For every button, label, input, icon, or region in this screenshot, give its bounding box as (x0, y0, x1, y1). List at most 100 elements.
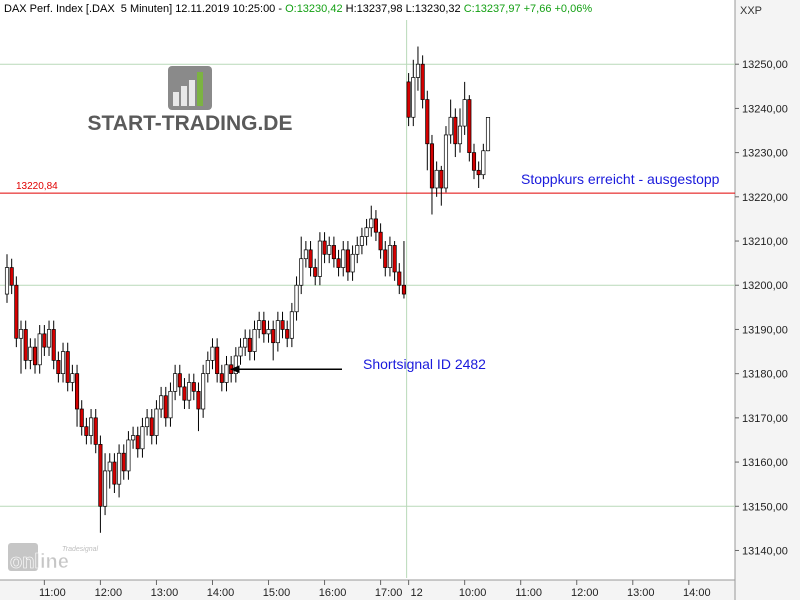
watermark-text: online (10, 551, 69, 573)
candle-body (364, 227, 369, 237)
signal-arrowhead (230, 365, 240, 374)
candle-body (140, 426, 145, 450)
y-tick-label: 13230,00 (742, 148, 788, 160)
x-tick-label: 16:00 (319, 587, 347, 599)
x-tick-label: 15:00 (263, 587, 291, 599)
candle-body (462, 99, 467, 127)
candle-body (89, 417, 94, 436)
candle-body (70, 373, 75, 383)
candle-body (266, 329, 271, 335)
y-tick-label: 13240,00 (742, 103, 788, 115)
candle-body (215, 346, 220, 375)
x-tick-label: 13:00 (627, 587, 655, 599)
candle-body (98, 444, 103, 507)
candle-body (145, 417, 150, 428)
candle-body (93, 417, 98, 445)
x-tick-label: 17:00 (375, 587, 403, 599)
candle-body (65, 351, 70, 383)
x-tick-label: 14:00 (207, 587, 235, 599)
candle-body (485, 117, 491, 152)
candle-body (219, 373, 224, 383)
candle-body (471, 152, 477, 171)
y-tick-label: 13200,00 (742, 280, 788, 292)
candle-body (126, 439, 131, 472)
candle-body (121, 452, 126, 472)
candle-body (294, 284, 299, 313)
candle-body (14, 284, 19, 339)
y-tick-label: 13210,00 (742, 236, 788, 248)
candle-body (415, 63, 421, 78)
candle-body (397, 271, 402, 286)
candle-body (429, 143, 435, 189)
watermark-small: Tradesignal (62, 546, 99, 553)
candle-body (257, 320, 262, 330)
candle-body (425, 99, 430, 145)
candle-body (187, 382, 192, 401)
candle-body (28, 346, 33, 361)
candle-body (448, 116, 453, 136)
candle-body (299, 258, 304, 286)
candle-body (359, 236, 364, 246)
candle-body (280, 320, 285, 330)
candle-body (56, 360, 61, 375)
candle-body (327, 245, 332, 255)
candle-body (18, 329, 24, 339)
candle-body (201, 373, 206, 410)
candle-body (103, 470, 108, 507)
price-axis-area (735, 0, 800, 600)
candle-body (107, 461, 112, 472)
x-tick-label: 13:00 (151, 587, 179, 599)
candle-body (378, 231, 383, 251)
candle-body (112, 461, 117, 485)
x-tick-label: 10:00 (459, 587, 487, 599)
candle-body (163, 395, 168, 419)
axis-label: XXP (740, 5, 762, 17)
candle-body (434, 169, 439, 189)
candle-body (252, 329, 257, 352)
candle-body (271, 329, 276, 344)
candle-body (392, 245, 397, 273)
candle-body (159, 395, 164, 410)
candle-body (196, 390, 201, 410)
candle-body (317, 240, 322, 277)
candle-body (247, 337, 252, 352)
candle-body (322, 240, 327, 255)
candle-body (350, 253, 355, 273)
plot-area: 13220,84 Stoppkurs erreicht - ausgestopp S… (0, 20, 735, 578)
candle-body (275, 320, 280, 344)
candle-body (46, 329, 52, 348)
instrument: DAX Perf. Index [.DAX 5 Minuten] 12.11.2… (4, 3, 286, 15)
time-axis-area (0, 580, 735, 600)
candle-body (341, 249, 346, 268)
candle-body (457, 125, 463, 145)
y-tick-label: 13220,00 (742, 192, 788, 204)
candle-body (233, 355, 238, 375)
candle-body (79, 408, 84, 428)
candle-body (4, 267, 10, 295)
logo-text: START-TRADING.DE (88, 112, 293, 135)
candle-body (387, 245, 392, 268)
candle-body (84, 426, 89, 436)
candle-body (23, 329, 28, 361)
candle-body (355, 245, 360, 255)
candle-body (182, 386, 187, 401)
candle-body (336, 258, 341, 268)
candle-body (401, 284, 407, 295)
title-bar: DAX Perf. Index [.DAX 5 Minuten] 12.11.2… (0, 0, 735, 18)
candle-body (289, 311, 294, 339)
candle-body (411, 77, 416, 118)
y-tick-label: 13140,00 (742, 545, 788, 557)
candle-body (453, 116, 458, 145)
y-tick-label: 13250,00 (742, 59, 788, 71)
open-value: O:13230,42 (285, 3, 343, 15)
candle-body (191, 382, 196, 392)
x-tick-label: 12:00 (95, 587, 123, 599)
annotation: Stoppkurs erreicht - ausgestopp (521, 171, 720, 187)
candle-body (60, 351, 66, 375)
candle-body (481, 150, 486, 176)
candle-body (42, 333, 47, 348)
y-tick-label: 13170,00 (742, 413, 788, 425)
candle-body (224, 364, 229, 383)
stop-label: 13220,84 (16, 181, 58, 192)
